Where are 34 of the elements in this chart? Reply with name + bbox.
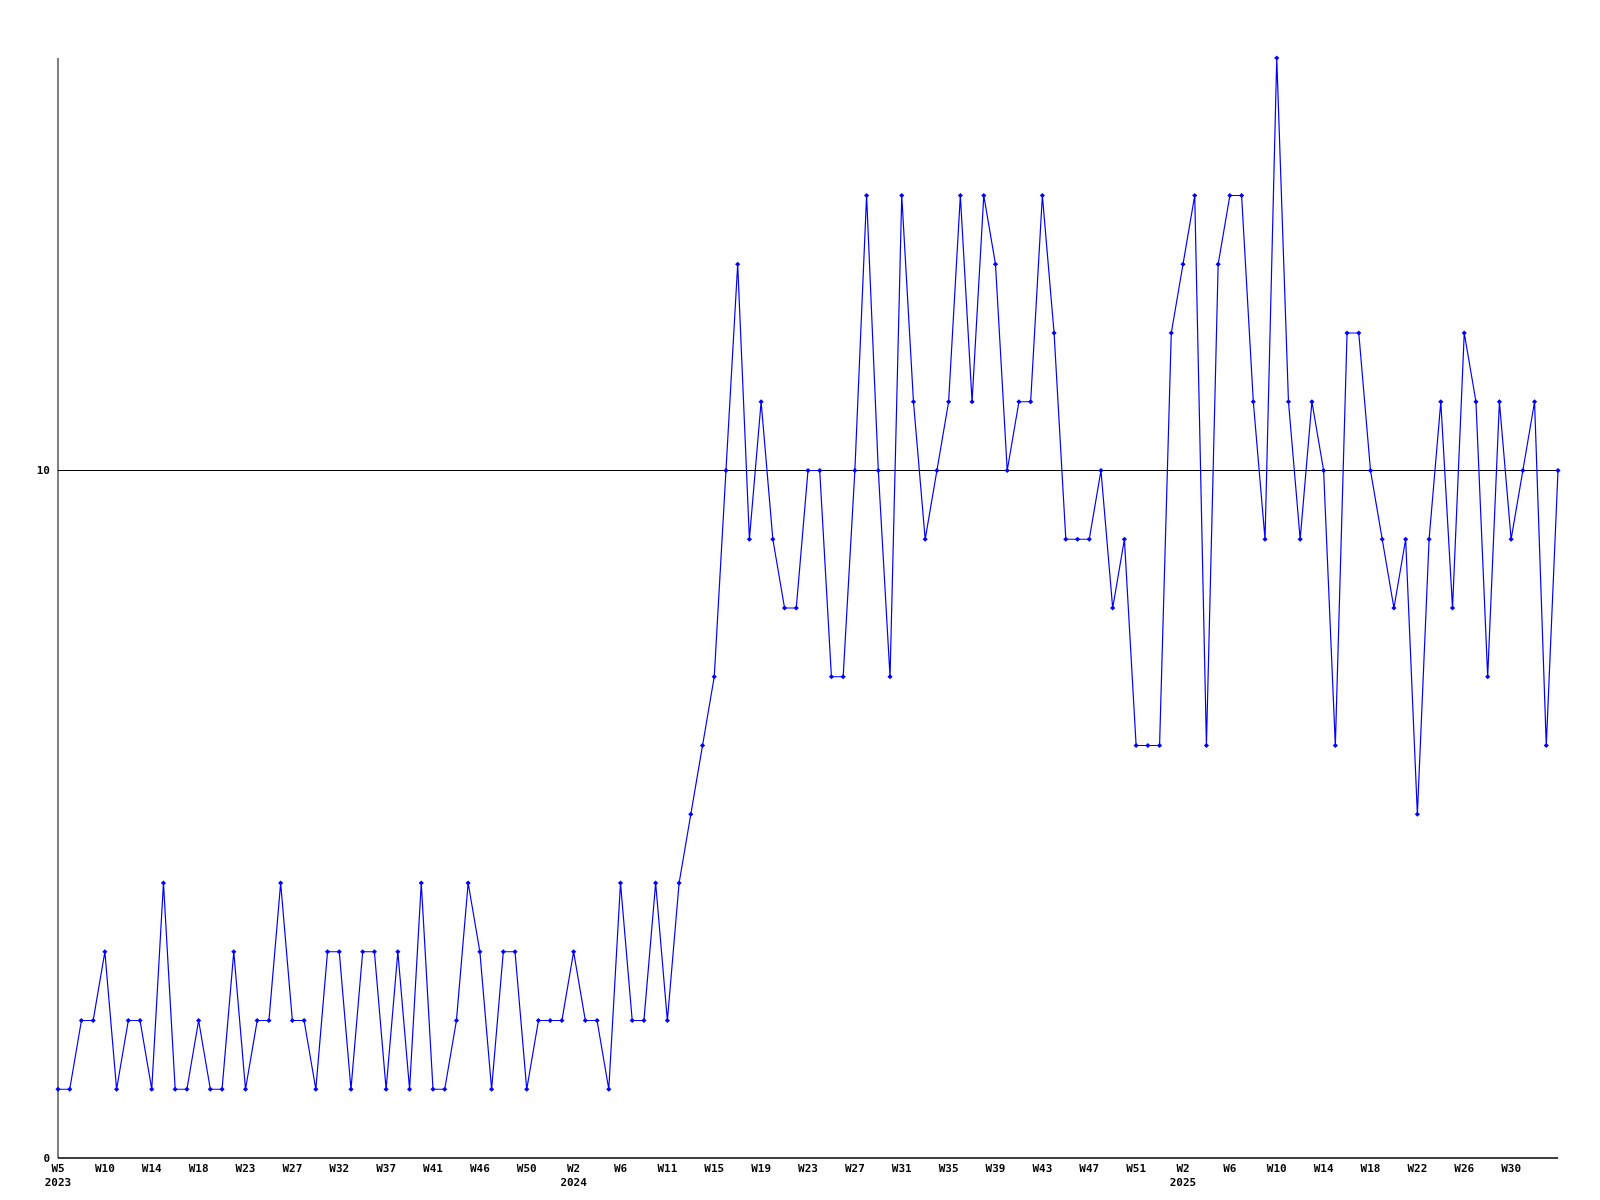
x-tick-label: W37 xyxy=(376,1162,397,1175)
x-tick-label: W41 xyxy=(423,1162,444,1175)
y-tick-label: 0 xyxy=(43,1151,50,1165)
x-tick-label: W10 xyxy=(94,1162,115,1175)
x-tick-label: W18 xyxy=(1360,1162,1381,1175)
x-tick-label: W26 xyxy=(1454,1162,1475,1175)
x-tick-label: W14 xyxy=(1313,1162,1334,1175)
x-tick-label: W32 xyxy=(329,1162,350,1175)
x-tick-label: W27 xyxy=(282,1162,303,1175)
x-tick-label: W43 xyxy=(1032,1162,1053,1175)
x-tick-label: W6 xyxy=(1223,1162,1237,1175)
x-tick-label: W47 xyxy=(1079,1162,1100,1175)
x-tick-label: W14 xyxy=(141,1162,163,1175)
x-tick-label: W5 2023 xyxy=(44,1162,72,1189)
x-tick-label: W2 2024 xyxy=(560,1162,588,1189)
x-tick-label: W39 xyxy=(985,1162,1006,1175)
x-tick-label: W6 xyxy=(613,1162,628,1175)
x-tick-label: W10 xyxy=(1266,1162,1287,1175)
x-tick-label: W22 xyxy=(1407,1162,1428,1175)
x-tick-label: W23 xyxy=(235,1162,256,1175)
x-tick-label: W15 xyxy=(704,1162,725,1175)
x-tick-label: W46 xyxy=(469,1162,491,1175)
x-tick-label: W51 xyxy=(1126,1162,1147,1175)
x-tick-label: W11 xyxy=(657,1162,678,1175)
x-tick-label: W31 xyxy=(891,1162,913,1175)
x-tick-label: W18 xyxy=(188,1162,209,1175)
x-tick-label: W2 2025 xyxy=(1169,1162,1197,1189)
x-tick-label: W50 xyxy=(516,1162,537,1175)
x-tick-label: W35 xyxy=(938,1162,959,1175)
x-tick-label: W30 xyxy=(1501,1162,1522,1175)
x-tick-label: W19 xyxy=(751,1162,772,1175)
y-tick-label: 10 xyxy=(36,464,50,478)
x-tick-label: W23 xyxy=(798,1162,818,1175)
x-tick-label: W27 xyxy=(844,1162,865,1175)
